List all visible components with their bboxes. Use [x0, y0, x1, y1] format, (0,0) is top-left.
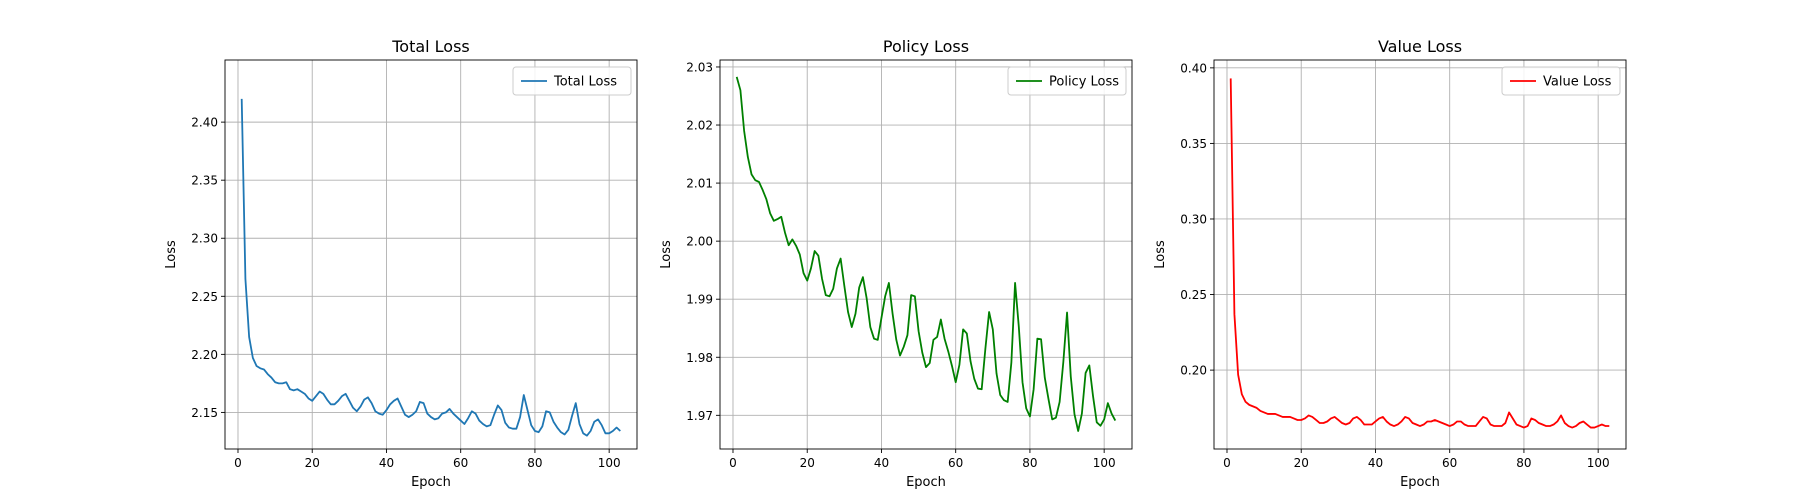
y-tick-label: 2.01	[686, 177, 713, 191]
y-tick-label: 2.20	[191, 348, 218, 362]
x-tick-label: 40	[874, 456, 889, 470]
axes-frame	[224, 59, 638, 450]
y-axis-label: Loss	[1153, 240, 1168, 269]
axes-frame	[1213, 59, 1627, 450]
x-tick-label: 100	[1587, 456, 1610, 470]
x-tick-label: 40	[1368, 456, 1383, 470]
series-line	[735, 76, 1117, 432]
y-tick-label: 1.97	[686, 409, 713, 423]
series-line	[1229, 78, 1610, 429]
x-tick-label: 80	[1022, 456, 1037, 470]
legend: Total Loss	[512, 66, 632, 96]
series-line	[240, 98, 621, 437]
y-tick-label: 2.03	[686, 60, 713, 74]
y-tick-label: 0.30	[1180, 212, 1207, 226]
legend: Policy Loss	[1007, 66, 1127, 96]
total-loss-chart: Total Loss Epoch Loss 0 20 40 60 80 100 2.15 2.…	[164, 37, 638, 490]
y-tick-label: 2.25	[191, 290, 218, 304]
x-tick-label: 60	[1442, 456, 1457, 470]
legend: Value Loss	[1501, 66, 1621, 96]
chart-title: Value Loss	[1378, 37, 1462, 56]
x-tick-label: 20	[1294, 456, 1309, 470]
y-tick-label: 0.35	[1180, 137, 1207, 151]
y-tick-label: 1.98	[686, 351, 713, 365]
y-tick-label: 2.35	[191, 174, 218, 188]
y-tick-label: 1.99	[686, 293, 713, 307]
policy-loss-chart: Policy Loss Epoch Loss 0 20 40 60 80 100 1.97 1…	[659, 37, 1133, 490]
grid	[1214, 60, 1626, 449]
y-tick-label: 2.02	[686, 119, 713, 133]
x-tick-label: 80	[1516, 456, 1531, 470]
y-axis-label: Loss	[164, 240, 179, 269]
x-tick-label: 20	[800, 456, 815, 470]
y-tick-label: 2.15	[191, 406, 218, 420]
legend-box	[512, 66, 632, 96]
chart-title: Policy Loss	[883, 37, 969, 56]
legend-label: Policy Loss	[1049, 75, 1119, 90]
y-tick-label: 0.40	[1180, 61, 1207, 75]
legend-box	[1501, 66, 1621, 96]
value-loss-chart: Value Loss Epoch Loss 0 20 40 60 80 100 0.20 0.…	[1153, 37, 1627, 490]
x-tick-label: 100	[598, 456, 621, 470]
x-tick-label: 0	[1223, 456, 1231, 470]
y-tick-label: 0.20	[1180, 364, 1207, 378]
grid	[720, 60, 1132, 449]
chart-title: Total Loss	[391, 37, 470, 56]
y-tick-label: 2.30	[191, 232, 218, 246]
x-tick-label: 0	[729, 456, 737, 470]
legend-label: Value Loss	[1543, 75, 1612, 90]
x-tick-label: 100	[1093, 456, 1116, 470]
grid	[225, 60, 637, 449]
y-tick-label: 2.40	[191, 116, 218, 130]
x-tick-label: 20	[305, 456, 320, 470]
x-tick-label: 0	[234, 456, 242, 470]
x-axis-label: Epoch	[1400, 475, 1440, 490]
y-tick-label: 2.00	[686, 235, 713, 249]
legend-label: Total Loss	[553, 75, 617, 90]
x-tick-label: 80	[527, 456, 542, 470]
x-tick-label: 40	[379, 456, 394, 470]
y-axis-label: Loss	[659, 240, 674, 269]
y-tick-label: 0.25	[1180, 288, 1207, 302]
legend-box	[1007, 66, 1127, 96]
x-tick-label: 60	[453, 456, 468, 470]
axes-frame	[719, 59, 1133, 450]
x-axis-label: Epoch	[411, 475, 451, 490]
x-tick-label: 60	[948, 456, 963, 470]
x-axis-label: Epoch	[906, 475, 946, 490]
